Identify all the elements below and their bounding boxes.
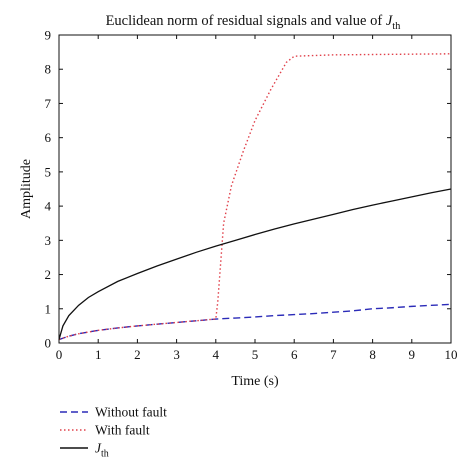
x-tick-label: 1 [95,347,102,362]
y-tick-label: 2 [45,267,52,282]
y-tick-label: 8 [45,62,52,77]
series-layer [58,53,452,341]
x-axis-label: Time (s) [231,374,279,389]
plot-area-frame [58,34,452,344]
legend: Without fault With fault Jth [60,405,167,460]
ticks-layer: 0 1 2 3 4 5 6 7 8 9 10 0 1 2 3 4 5 6 7 8 9 [45,28,458,363]
y-tick-label: 4 [45,199,52,214]
series-line-1 [58,303,452,341]
x-tick-label: 9 [409,347,416,362]
x-tick-label: 2 [134,347,141,362]
chart-title-symbol: J [386,13,393,29]
legend-label-1: Without fault [95,405,167,420]
x-tick-label: 4 [213,347,220,362]
y-tick-label: 3 [45,233,52,248]
x-tick-label: 8 [369,347,376,362]
x-tick-label: 10 [445,347,458,362]
y-tick-label: 9 [45,28,52,43]
x-tick-label: 3 [173,347,180,362]
y-tick-label: 1 [45,301,52,316]
y-tick-label: 7 [45,96,52,111]
legend-label-3: Jth [95,441,109,460]
chart-title-subscript: th [392,21,401,32]
chart-title-text: Euclidean norm of residual signals and v… [106,13,386,29]
y-tick-label: 6 [45,130,52,145]
x-tick-label: 6 [291,347,298,362]
x-tick-label: 0 [56,347,63,362]
series-line-3 [58,188,452,340]
y-tick-label: 0 [45,336,52,351]
x-tick-label: 7 [330,347,337,362]
y-axis-label: Amplitude [19,159,34,219]
y-tick-label: 5 [45,164,52,179]
series-line-2 [58,53,452,341]
chart-title: Euclidean norm of residual signals and v… [106,13,402,32]
legend-label-2: With fault [95,423,150,438]
x-tick-label: 5 [252,347,259,362]
